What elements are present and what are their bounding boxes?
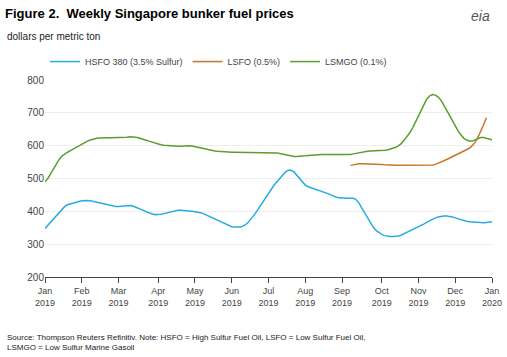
svg-text:Jun2019: Jun2019 [222,286,242,308]
svg-text:Figure 2. Weekly Singapore bu: Figure 2. Weekly Singapore bunker fuel p… [5,6,294,21]
svg-text:eia: eia [471,8,490,24]
svg-text:500: 500 [27,173,44,184]
svg-text:Apr2019: Apr2019 [148,286,168,308]
svg-text:Mar2019: Mar2019 [109,286,129,308]
svg-text:Dec2019: Dec2019 [445,286,465,308]
svg-text:300: 300 [27,239,44,250]
svg-text:Feb2019: Feb2019 [72,286,92,308]
svg-text:700: 700 [27,107,44,118]
svg-text:LSFO (0.5%): LSFO (0.5%) [228,57,281,67]
svg-text:dollars per metric ton: dollars per metric ton [7,31,100,42]
svg-text:600: 600 [27,140,44,151]
svg-text:Source: Thompson Reuters Refin: Source: Thompson Reuters Refinitiv. Note… [7,333,366,352]
svg-text:200: 200 [27,272,44,283]
svg-text:Sep2019: Sep2019 [332,286,352,308]
svg-text:Aug2019: Aug2019 [295,286,315,308]
svg-text:LSMGO (0.1%): LSMGO (0.1%) [325,57,387,67]
svg-text:Jan2019: Jan2019 [35,286,55,308]
svg-text:400: 400 [27,206,44,217]
svg-text:Jul2019: Jul2019 [258,286,278,308]
svg-text:Jan2020: Jan2020 [482,286,502,308]
svg-text:800: 800 [27,75,44,86]
svg-text:May2019: May2019 [185,286,205,308]
svg-text:HSFO 380 (3.5% Sulfur): HSFO 380 (3.5% Sulfur) [85,57,183,67]
svg-text:Nov2019: Nov2019 [408,286,428,308]
svg-text:Oct2019: Oct2019 [372,286,392,308]
